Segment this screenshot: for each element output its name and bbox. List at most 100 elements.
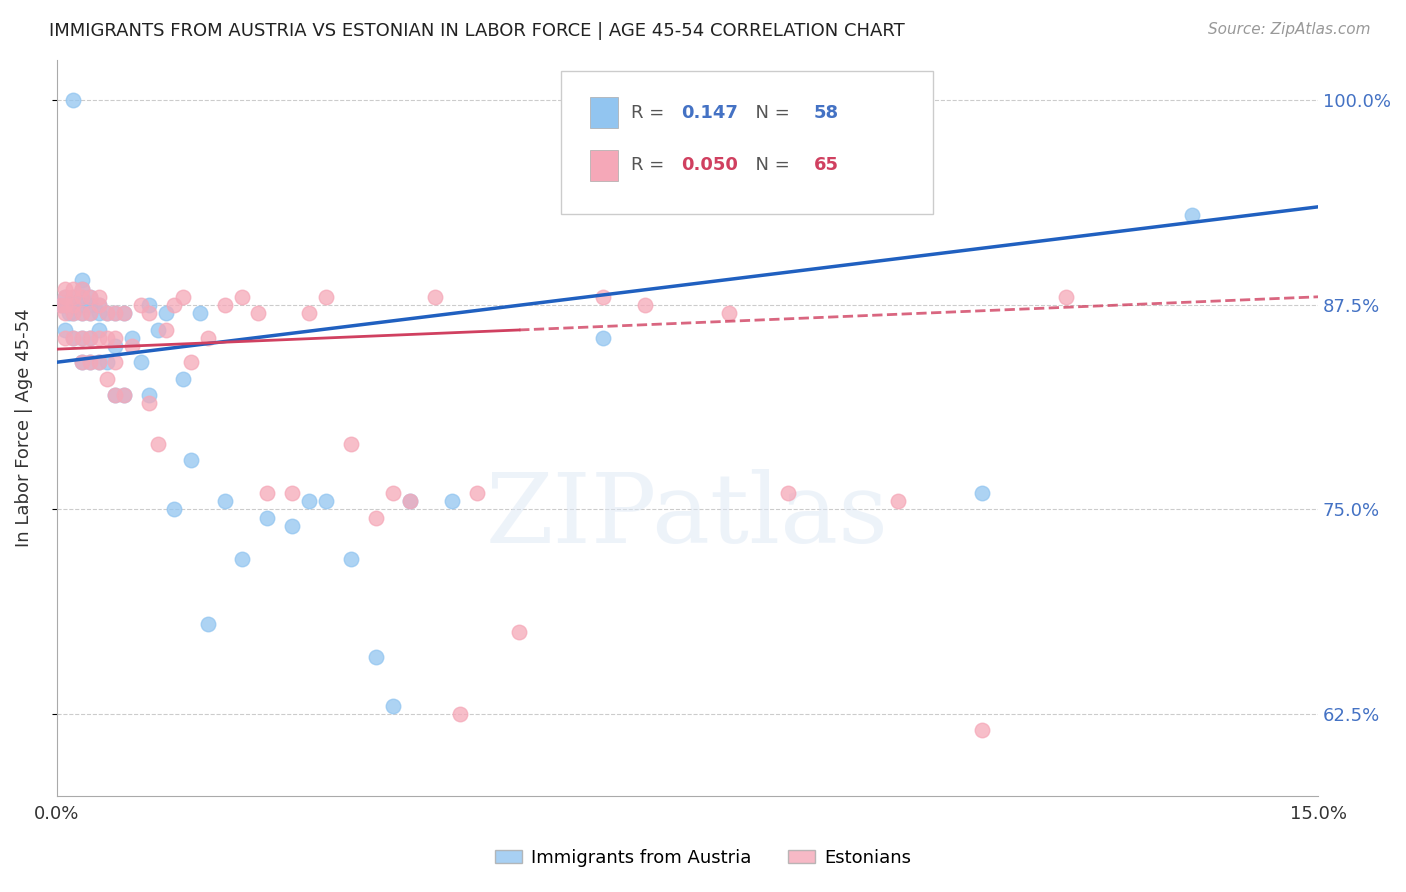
Point xyxy=(129,355,152,369)
Point xyxy=(104,388,127,402)
Point xyxy=(96,331,118,345)
Point xyxy=(53,322,76,336)
Point xyxy=(778,486,800,500)
Point xyxy=(256,510,278,524)
Point xyxy=(79,290,101,304)
Point xyxy=(121,339,143,353)
Point xyxy=(104,306,127,320)
Point xyxy=(70,290,93,304)
Point xyxy=(62,306,84,320)
Point xyxy=(96,371,118,385)
Point xyxy=(104,331,127,345)
Point xyxy=(465,486,488,500)
Point xyxy=(129,298,152,312)
Point xyxy=(886,494,908,508)
Point xyxy=(87,298,110,312)
Point xyxy=(62,298,84,312)
Point xyxy=(1054,290,1077,304)
Point xyxy=(281,518,304,533)
Point xyxy=(188,306,211,320)
Point xyxy=(423,290,446,304)
Point xyxy=(970,486,993,500)
Point xyxy=(87,331,110,345)
Point xyxy=(214,298,236,312)
Point xyxy=(104,306,127,320)
Point xyxy=(62,298,84,312)
Point xyxy=(53,282,76,296)
Text: R =: R = xyxy=(631,156,669,174)
Point xyxy=(70,331,93,345)
Point xyxy=(112,306,135,320)
Point xyxy=(87,355,110,369)
Text: Source: ZipAtlas.com: Source: ZipAtlas.com xyxy=(1208,22,1371,37)
Text: R =: R = xyxy=(631,103,669,121)
Point xyxy=(315,290,337,304)
Point xyxy=(112,388,135,402)
Point xyxy=(281,486,304,500)
Point xyxy=(398,494,420,508)
Point xyxy=(634,298,657,312)
Point xyxy=(62,282,84,296)
FancyBboxPatch shape xyxy=(591,150,619,181)
Text: IMMIGRANTS FROM AUSTRIA VS ESTONIAN IN LABOR FORCE | AGE 45-54 CORRELATION CHART: IMMIGRANTS FROM AUSTRIA VS ESTONIAN IN L… xyxy=(49,22,905,40)
Text: N =: N = xyxy=(744,156,796,174)
Point xyxy=(172,290,194,304)
Point xyxy=(247,306,270,320)
FancyBboxPatch shape xyxy=(561,70,934,214)
Point xyxy=(58,306,80,320)
Point xyxy=(440,494,463,508)
Point xyxy=(87,355,110,369)
Point xyxy=(163,298,186,312)
Point xyxy=(79,306,101,320)
Text: 0.147: 0.147 xyxy=(681,103,738,121)
Point xyxy=(366,649,388,664)
Point xyxy=(197,617,219,632)
Point xyxy=(96,355,118,369)
Point xyxy=(163,502,186,516)
Point xyxy=(1181,208,1204,222)
Point xyxy=(96,306,118,320)
Point xyxy=(180,453,202,467)
Point xyxy=(70,306,93,320)
Point xyxy=(382,486,405,500)
Point xyxy=(53,298,76,312)
Point xyxy=(62,290,84,304)
Point xyxy=(79,355,101,369)
Point xyxy=(70,355,93,369)
Point xyxy=(155,306,177,320)
Point xyxy=(340,551,363,566)
Point xyxy=(138,396,160,410)
Text: ZIPatlas: ZIPatlas xyxy=(486,469,889,563)
Text: N =: N = xyxy=(744,103,796,121)
Point xyxy=(449,706,471,721)
Point xyxy=(70,290,93,304)
Y-axis label: In Labor Force | Age 45-54: In Labor Force | Age 45-54 xyxy=(15,309,32,547)
Point xyxy=(70,273,93,287)
Point xyxy=(104,388,127,402)
Point xyxy=(87,298,110,312)
Point xyxy=(112,388,135,402)
Point xyxy=(138,388,160,402)
Point xyxy=(70,282,93,296)
Point xyxy=(138,298,160,312)
Point xyxy=(214,494,236,508)
Point xyxy=(79,290,101,304)
Point xyxy=(49,298,72,312)
Point xyxy=(70,282,93,296)
Point xyxy=(121,331,143,345)
Point xyxy=(366,510,388,524)
Point xyxy=(70,331,93,345)
Point xyxy=(62,331,84,345)
Point xyxy=(70,298,93,312)
Point xyxy=(62,306,84,320)
Point xyxy=(592,331,614,345)
Point xyxy=(180,355,202,369)
Text: 0.050: 0.050 xyxy=(681,156,738,174)
Point xyxy=(298,306,321,320)
Point xyxy=(53,331,76,345)
Point xyxy=(79,355,101,369)
Point xyxy=(87,290,110,304)
Point xyxy=(315,494,337,508)
Point xyxy=(231,551,253,566)
Point xyxy=(970,723,993,738)
